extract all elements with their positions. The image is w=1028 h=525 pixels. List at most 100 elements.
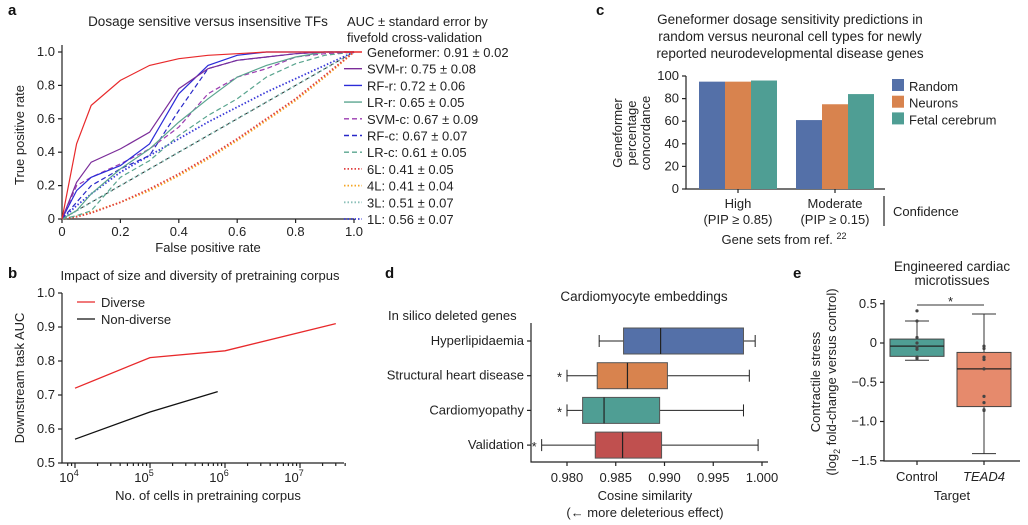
y-tick-label: 0 <box>48 211 55 226</box>
x-tick-base: 10 <box>59 470 73 485</box>
bar-fetal-cerebrum <box>848 94 874 189</box>
data-point <box>915 335 919 340</box>
legend-entry: Fetal cerebrum <box>909 112 996 127</box>
series-line-non-diverse <box>74 390 218 440</box>
y-tick-label: −1.5 <box>851 453 877 468</box>
cardiomyocyte-title: Cardiomyocyte embeddings <box>560 289 728 304</box>
panel-label-d: d <box>385 265 394 282</box>
y-label-log-subscript: 2 <box>832 449 842 454</box>
legend-entry: 3L: 0.51 ± 0.07 <box>367 195 454 210</box>
x-tick-label: 1.000 <box>746 470 779 485</box>
x-tick-label: 1.0 <box>345 224 363 239</box>
data-point <box>982 408 986 413</box>
x-tick-label: 0.980 <box>551 470 584 485</box>
data-point <box>982 346 986 351</box>
y-tick-label: −0.5 <box>851 374 877 389</box>
bar-fetal-cerebrum <box>751 80 777 189</box>
concordance-y-label-line2: percentage <box>624 100 639 165</box>
microtissue-y-label-line1: Contractile stress <box>808 331 823 432</box>
legend-entry: Random <box>909 79 958 94</box>
data-point <box>982 367 986 371</box>
y-tick-label: 80 <box>665 91 679 106</box>
corpus-y-label: Downstream task AUC <box>12 313 27 444</box>
panel-label-c: c <box>596 2 604 19</box>
legend-swatch <box>892 112 904 125</box>
legend-entry: Non-diverse <box>101 312 171 327</box>
box-validation <box>594 431 663 459</box>
x-tick-label: 105 <box>134 468 153 485</box>
cosine-axes <box>530 323 768 463</box>
y-tick-label: −1.0 <box>851 414 877 429</box>
data-point <box>915 347 919 351</box>
significance-star: * <box>532 439 537 454</box>
roc-curve-lr-c <box>61 51 355 220</box>
x-tick-label: 104 <box>59 468 78 485</box>
legend-entry: Diverse <box>101 295 145 310</box>
corpus-title: Impact of size and diversity of pretrain… <box>61 268 340 283</box>
y-tick-label: 0.6 <box>37 421 55 436</box>
data-point <box>982 394 986 398</box>
concordance-y-label-line3: concordance <box>638 96 653 170</box>
roc-axes <box>61 45 354 220</box>
corpus-size-chart: Impact of size and diversity of pretrain… <box>12 268 346 503</box>
data-point <box>915 309 919 313</box>
confidence-label: Confidence <box>893 204 959 219</box>
x-tick-base: 10 <box>209 470 223 485</box>
roc-curve-svm-r <box>61 51 354 220</box>
concordance-x-label-ref: 22 <box>836 231 846 241</box>
bar-neurons <box>725 81 751 189</box>
data-point <box>915 345 919 349</box>
x-tick-exponent: 6 <box>224 468 229 478</box>
x-tick-base: 10 <box>134 470 148 485</box>
legend-entry: SVM-r: 0.75 ± 0.08 <box>367 62 476 77</box>
y-tick-label: 60 <box>665 113 679 128</box>
y-tick-label: 0.5 <box>859 296 877 311</box>
y-tick-label: 0.2 <box>37 178 55 193</box>
x-tick-exponent: 5 <box>149 468 154 478</box>
x-tick-label: 0.985 <box>599 470 632 485</box>
x-tick-label: TEAD4 <box>963 469 1005 484</box>
microtissue-y-label-line2: (log2 fold-change versus control) <box>824 288 842 475</box>
x-tick-exponent: 4 <box>74 468 79 478</box>
roc-curve-lr-r <box>61 51 354 220</box>
panel-label-b: b <box>8 265 17 282</box>
legend-entry: Geneformer: 0.91 ± 0.02 <box>367 45 509 60</box>
y-tick-label: 0.6 <box>37 111 55 126</box>
roc-legend-title-line2: fivefold cross-validation <box>347 30 482 45</box>
data-point <box>982 357 986 362</box>
panel-label-e: e <box>793 265 801 282</box>
x-tick-label: 106 <box>209 468 228 485</box>
roc-y-label: True positive rate <box>12 85 27 185</box>
data-point <box>915 319 919 323</box>
y-tick-label: 0.9 <box>37 319 55 334</box>
roc-chart: Dosage sensitive versus insensitive TFs … <box>12 14 509 255</box>
box-hyperlipidaemia <box>623 327 744 355</box>
x-tick-label: 0.6 <box>228 224 246 239</box>
y-label-rest: fold-change versus control) <box>824 288 839 448</box>
y-tick-label: 0.8 <box>37 353 55 368</box>
microtissue-title-line1: Engineered cardiac <box>894 259 1011 274</box>
data-point <box>982 401 986 405</box>
bar-random <box>796 120 822 189</box>
y-tick-label: 20 <box>665 158 679 173</box>
concordance-x-label: Gene sets from ref. 22 <box>722 231 847 247</box>
data-point <box>982 344 986 348</box>
y-tick-label: 1.0 <box>37 285 55 300</box>
significance-star: * <box>557 404 562 419</box>
concordance-x-label-text: Gene sets from ref. <box>722 232 833 247</box>
row-label: Cardiomyopathy <box>429 402 524 417</box>
legend-swatch <box>892 95 904 108</box>
concordance-title-line2: random versus neuronal cell types for ne… <box>658 29 922 44</box>
cardiomyocyte-box-chart: Cardiomyocyte embeddings In silico delet… <box>387 289 779 520</box>
roc-curve-3l <box>61 51 355 220</box>
x-tick-exponent: 7 <box>299 468 304 478</box>
bar-neurons <box>822 104 848 189</box>
series-line-diverse <box>74 322 336 389</box>
concordance-bar-chart: Geneformer dosage sensitivity prediction… <box>610 12 996 247</box>
data-point <box>915 357 919 361</box>
legend-entry: SVM-c: 0.67 ± 0.09 <box>367 112 478 127</box>
microtissue-title-line2: microtissues <box>914 273 989 288</box>
cardiomyocyte-x-label-line2: (← more deleterious effect) <box>566 505 723 520</box>
category-label: Moderate <box>808 196 863 211</box>
